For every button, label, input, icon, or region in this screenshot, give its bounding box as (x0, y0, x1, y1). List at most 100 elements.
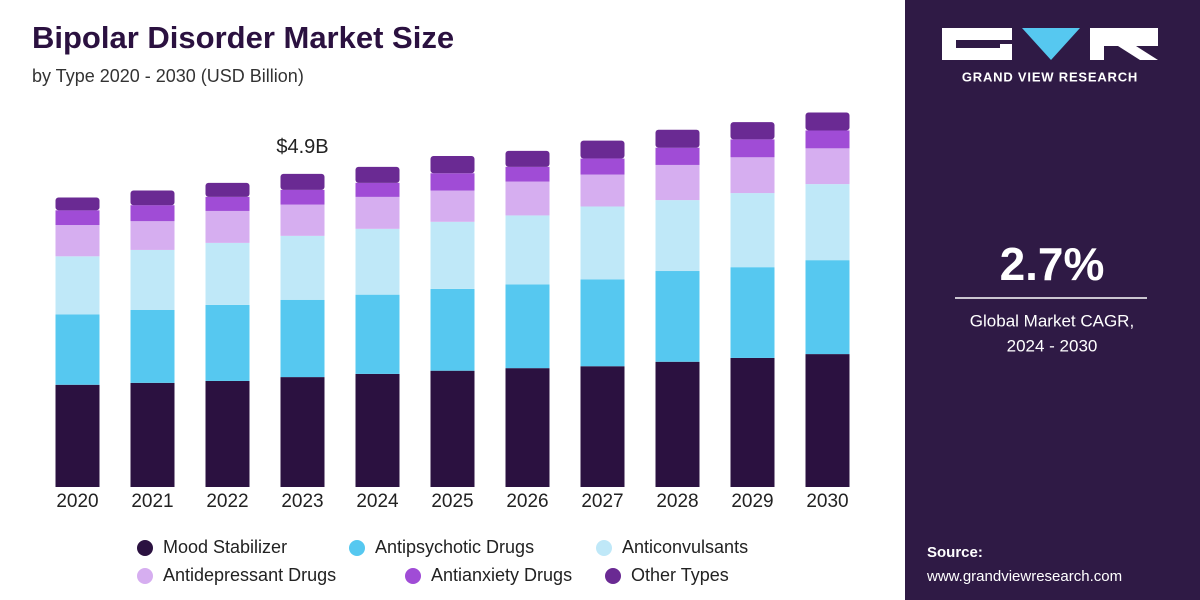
bar-segment (205, 242, 250, 305)
bar-segment (505, 215, 550, 285)
legend-label: Antidepressant Drugs (163, 565, 336, 585)
bar-segment (580, 174, 625, 207)
bar-segment (580, 206, 625, 280)
bar-segment (55, 256, 100, 315)
bar-segment (730, 122, 775, 140)
legend-label: Mood Stabilizer (163, 537, 287, 557)
side-panel: GRAND VIEW RESEARCH 2.7% Global Market C… (905, 0, 1200, 600)
bar-segment (730, 157, 775, 194)
legend: Mood Stabilizer Antipsychotic Drugs Antico… (137, 537, 748, 585)
plot: 2020 2021 2022 2023 2024 2025 2026 2027 2028 2029… (55, 112, 850, 512)
bar-segment (730, 357, 775, 487)
bar-segment (655, 164, 700, 201)
bar-segment (430, 173, 475, 191)
legend-swatch (596, 540, 612, 556)
legend-label: Anticonvulsants (622, 537, 748, 557)
bar-segment (55, 314, 100, 385)
bar-segment (55, 384, 100, 487)
x-tick-label: 2028 (656, 491, 698, 512)
x-tick-label: 2030 (806, 491, 848, 512)
legend-swatch (137, 540, 153, 556)
bar-segment (430, 155, 475, 174)
panel-background (905, 0, 1200, 600)
bar-segment (805, 130, 850, 149)
bar-segment (355, 196, 400, 229)
x-tick-label: 2025 (431, 491, 473, 512)
bar-segment (205, 196, 250, 211)
logo (942, 28, 1158, 60)
brand: GRAND VIEW RESEARCH (962, 69, 1138, 84)
bar-segment (355, 373, 400, 487)
bar-segment (280, 235, 325, 300)
bar-segment (355, 294, 400, 374)
bar-segment (430, 370, 475, 487)
bar-segment (355, 228, 400, 295)
bar-segment (205, 380, 250, 487)
bar-segment (505, 284, 550, 369)
legend-swatch (349, 540, 365, 556)
bar-segment (205, 210, 250, 243)
x-tick-label: 2024 (356, 491, 399, 512)
x-tick-label: 2029 (731, 491, 773, 512)
bar-segment (130, 382, 175, 487)
x-tick-label: 2021 (131, 491, 173, 512)
bar-segment (505, 181, 550, 216)
x-tick-label: 2026 (506, 491, 548, 512)
bar-segment (655, 271, 700, 362)
bar-segment (130, 190, 175, 206)
bar-segment (205, 182, 250, 197)
bar-segment (430, 221, 475, 289)
bar-segment (55, 197, 100, 211)
bar-segment (580, 366, 625, 487)
cagr-label: 2024 - 2030 (1007, 336, 1098, 355)
cagr-label: Global Market CAGR, (970, 311, 1134, 330)
bar-segment (505, 368, 550, 487)
legend-label: Antianxiety Drugs (431, 565, 572, 585)
logo-r (1090, 28, 1158, 60)
bar-segment (280, 204, 325, 236)
bar-segment (430, 190, 475, 222)
bar-segment (805, 148, 850, 185)
bar-segment (505, 150, 550, 167)
bar-segment (805, 112, 850, 131)
bar-segment (280, 299, 325, 378)
chart-subtitle: by Type 2020 - 2030 (USD Billion) (32, 66, 304, 86)
bar-segment (55, 210, 100, 226)
bar-segment (355, 182, 400, 197)
bar-segment (205, 304, 250, 381)
bar-segment (805, 260, 850, 355)
bar-segment (580, 158, 625, 175)
bar-segment (430, 288, 475, 371)
bar-segment (655, 361, 700, 487)
bar-segment (580, 140, 625, 159)
x-tick-label: 2022 (206, 491, 248, 512)
bar-segment (805, 354, 850, 487)
bar-segment (130, 205, 175, 222)
bar-segment (130, 309, 175, 383)
bar-segment (655, 129, 700, 148)
bar-segment (355, 166, 400, 183)
bar-segment (55, 225, 100, 257)
bar-segment (580, 279, 625, 367)
bar-segment (130, 249, 175, 310)
bar-segment (730, 193, 775, 268)
legend-swatch (137, 568, 153, 584)
cagr-value: 2.7% (1000, 238, 1105, 290)
x-tick-label: 2020 (56, 491, 98, 512)
chart-title: Bipolar Disorder Market Size (32, 20, 454, 55)
bar-segment (280, 189, 325, 205)
legend-swatch (405, 568, 421, 584)
bar-segment (730, 139, 775, 158)
legend-swatch (605, 568, 621, 584)
bar-segment (730, 267, 775, 358)
logo-g (942, 28, 1012, 60)
x-tick-label: 2023 (281, 491, 323, 512)
source-label: Source: (927, 544, 983, 561)
bar-segment (130, 221, 175, 250)
legend-label: Other Types (631, 565, 729, 585)
bar-segment (280, 173, 325, 190)
source-url: www.grandviewresearch.com (926, 568, 1122, 585)
total-label: $4.9B (276, 136, 328, 158)
bar-segment (655, 200, 700, 272)
